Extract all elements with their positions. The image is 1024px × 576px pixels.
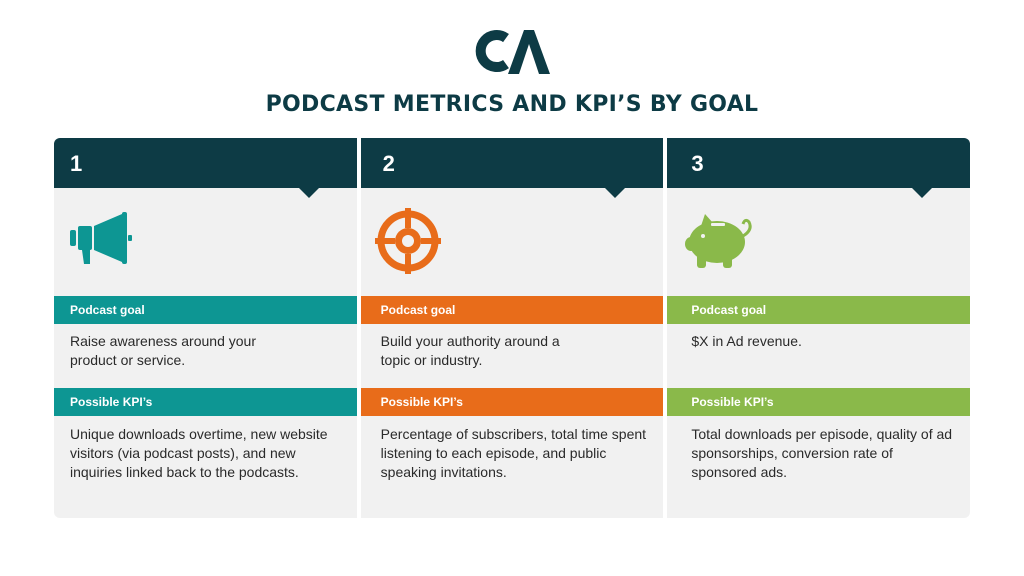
goal-label: Podcast goal — [360, 296, 664, 324]
goal-card-2: 2 Podcast goal Build your authority arou… — [360, 138, 664, 518]
kpi-label: Possible KPI’s — [54, 388, 357, 416]
kpi-label: Possible KPI’s — [360, 388, 664, 416]
piggy-bank-icon — [683, 206, 753, 276]
card-header: 2 — [360, 138, 664, 198]
header-notch — [912, 188, 933, 198]
goal-cards: 1 Podcast goal Raise awareness around yo… — [54, 138, 971, 518]
card-header: 3 — [667, 138, 971, 198]
card-number: 2 — [382, 151, 395, 176]
goal-text: $X in Ad revenue. — [691, 333, 802, 349]
ca-logo-icon — [475, 30, 550, 74]
kpi-text: Percentage of subscribers, total time sp… — [380, 426, 647, 480]
target-icon — [373, 206, 443, 276]
goal-text: Raise awareness around your product or s… — [70, 333, 256, 368]
goal-label: Podcast goal — [54, 296, 357, 324]
kpi-label: Possible KPI’s — [667, 388, 971, 416]
header-notch — [605, 188, 626, 198]
page-title: PODCAST METRICS AND KPI’S BY GOAL — [265, 92, 759, 117]
goal-label: Podcast goal — [667, 296, 971, 324]
goal-card-3: 3 Podcast goal $X in Ad revenue. Possibl… — [667, 138, 971, 518]
kpi-text: Total downloads per episode, quality of … — [691, 426, 953, 480]
card-number: 3 — [691, 151, 704, 176]
logo — [472, 26, 552, 76]
header-notch — [298, 188, 319, 198]
goal-text: Build your authority around a topic or i… — [380, 333, 560, 368]
megaphone-icon — [66, 206, 136, 276]
kpi-text: Unique downloads overtime, new website v… — [70, 426, 328, 480]
goal-card-1: 1 Podcast goal Raise awareness around yo… — [54, 138, 357, 518]
card-number: 1 — [70, 151, 83, 176]
card-header: 1 — [54, 138, 357, 198]
